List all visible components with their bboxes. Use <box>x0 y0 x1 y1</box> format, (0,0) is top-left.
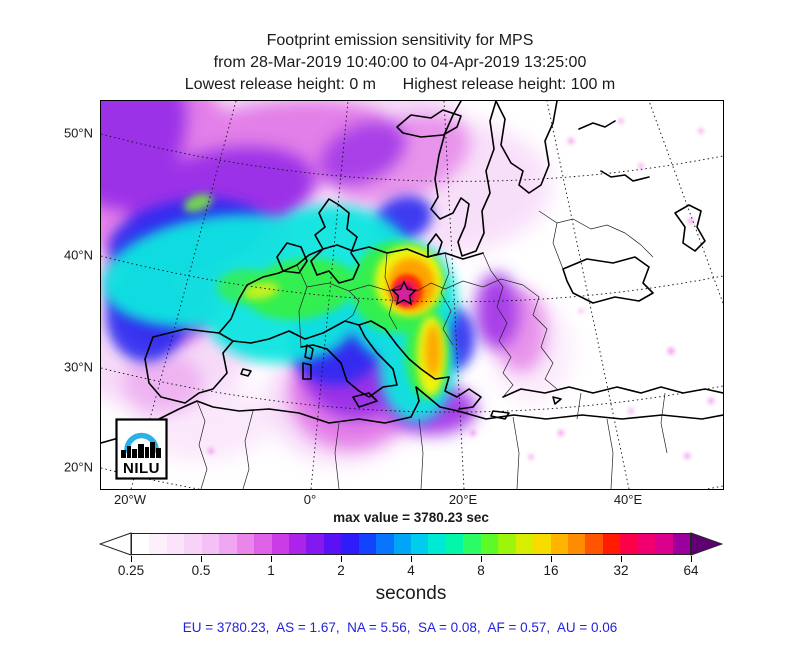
colorbar-cell <box>498 534 516 554</box>
colorbar-tick-mark <box>201 556 202 562</box>
colorbar-cell <box>306 534 324 554</box>
lat-tick-20n: 20°N <box>63 459 93 475</box>
lon-tick-40e: 40°E <box>613 492 643 507</box>
figure-subtitle-period: from 28-Mar-2019 10:40:00 to 04-Apr-2019… <box>213 54 587 71</box>
colorbar-cell <box>236 534 255 554</box>
colorbar-tick-label: 8 <box>477 563 485 578</box>
colorbar-tick-labels: 0.25 0.5 1 2 4 8 16 32 64 <box>118 563 699 581</box>
colorbar-tick-mark <box>691 556 692 562</box>
figure-subtitle-heights: Lowest release height: 0 m Highest relea… <box>184 76 616 93</box>
colorbar-cell <box>132 534 150 554</box>
release-location-marker <box>390 280 418 306</box>
nilu-logo-skyline <box>121 442 161 458</box>
coastlines <box>101 101 723 444</box>
colorbar-tick-mark <box>131 556 132 562</box>
region-totals-line: EU = 3780.23, AS = 1.67, NA = 5.56, SA =… <box>182 620 618 635</box>
colorbar-cell <box>341 534 359 554</box>
meridian-60e <box>648 101 723 305</box>
colorbar-cell <box>585 534 603 554</box>
graticule-grid <box>101 101 723 489</box>
colorbar-cell <box>411 534 429 554</box>
colorbar-tick-label: 16 <box>543 563 559 578</box>
colorbar-cell <box>463 534 481 554</box>
lon-tick-20e: 20°E <box>448 492 478 507</box>
colorbar-tick-label: 64 <box>683 563 699 578</box>
colorbar-cell <box>254 534 272 554</box>
colorbar-cell <box>567 534 586 554</box>
colorbar-cell <box>515 534 534 554</box>
colorbar-tick-label: 1 <box>267 563 275 578</box>
colorbar-cell <box>271 534 289 554</box>
colorbar-cell <box>166 534 185 554</box>
colorbar-cell <box>672 534 690 554</box>
colorbar-cell <box>358 534 377 554</box>
meridian-20e <box>443 101 465 489</box>
lat-tick-50n: 50°N <box>63 125 93 141</box>
colorbar-tick-mark <box>551 556 552 562</box>
colorbar-cell <box>637 534 656 554</box>
colorbar-cell <box>620 534 638 554</box>
colorbar-tick-label: 0.25 <box>117 563 145 578</box>
colorbar-cell <box>219 534 237 554</box>
lon-tick-0: 0° <box>303 492 317 507</box>
meridian-0 <box>310 101 349 489</box>
colorbar-cell <box>550 534 568 554</box>
colorbar-cell <box>428 534 446 554</box>
lat-tick-40n: 40°N <box>63 247 93 263</box>
colorbar-cell <box>480 534 499 554</box>
map-plot-area: NILU <box>100 100 724 490</box>
colorbar-tick-label: 4 <box>407 563 415 578</box>
meridian-40e <box>546 101 630 489</box>
figure-title: Footprint emission sensitivity for MPS <box>266 32 534 49</box>
nilu-logo-text: NILU <box>123 460 160 477</box>
colorbar-left-arrow <box>99 532 132 556</box>
colorbar-cell <box>184 534 202 554</box>
colorbar-cell <box>445 534 464 554</box>
colorbar-cell <box>288 534 307 554</box>
nilu-logo: NILU <box>115 418 168 480</box>
colorbar-cell <box>149 534 167 554</box>
colorbar <box>131 533 691 555</box>
colorbar-tick-mark <box>481 556 482 562</box>
colorbar-cell <box>201 534 220 554</box>
colorbar-cell <box>376 534 394 554</box>
colorbar-cell <box>533 534 551 554</box>
colorbar-tick-mark <box>271 556 272 562</box>
colorbar-ticks <box>131 556 692 562</box>
colorbar-right-arrow <box>690 532 723 556</box>
colorbar-tick-label: 0.5 <box>191 563 211 578</box>
colorbar-tick-mark <box>621 556 622 562</box>
latitude-arc-50n <box>101 133 723 182</box>
max-value-label: max value = 3780.23 sec <box>333 510 489 525</box>
colorbar-tick-mark <box>341 556 342 562</box>
lon-tick-20w: 20°W <box>114 492 146 507</box>
colorbar-tick-mark <box>411 556 412 562</box>
colorbar-units-label: seconds <box>375 583 447 604</box>
colorbar-tick-label: 32 <box>613 563 629 578</box>
colorbar-cell <box>393 534 411 554</box>
colorbar-tick-label: 2 <box>337 563 345 578</box>
colorbar-cell <box>323 534 342 554</box>
latitude-arc-20n <box>101 467 723 489</box>
lat-tick-30n: 30°N <box>63 359 93 375</box>
colorbar-cell <box>602 534 621 554</box>
map-canvas: NILU <box>101 101 723 489</box>
colorbar-cell <box>655 534 673 554</box>
